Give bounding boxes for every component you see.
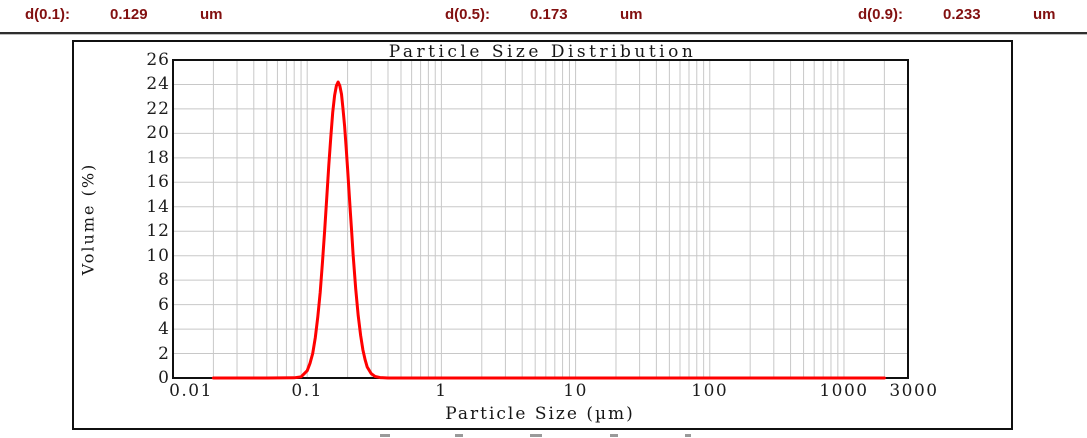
metric-d10: d(0.1): 0.129 um [25,6,265,28]
x-tick-label: 10 [563,381,588,401]
y-axis-title: Volume (%) [78,162,98,276]
x-tick-label: 1 [435,381,448,401]
metric-d90-label: d(0.9): [858,6,903,23]
y-tick-label: 18 [146,147,170,168]
chart-frame [72,40,1013,430]
metric-d10-label: d(0.1): [25,6,70,23]
x-tick-label: 0.01 [169,381,213,401]
y-tick-label: 4 [158,319,170,340]
metric-d50-unit: um [620,6,643,23]
y-tick-label: 20 [146,123,170,144]
metric-d50-label: d(0.5): [445,6,490,23]
y-tick-label: 10 [146,245,170,266]
y-tick-label: 0 [158,368,170,388]
chart-title: Particle Size Distribution [388,42,697,62]
metric-d90-value: 0.233 [943,6,981,23]
y-tick-label: 6 [158,294,170,315]
x-tick-label: 1000 [819,381,869,401]
y-tick-label: 24 [146,74,170,95]
metric-d50-value: 0.173 [530,6,568,23]
y-tick-label: 12 [146,221,170,242]
x-axis-title: Particle Size (µm) [445,404,635,424]
x-tick-label: 0.1 [291,381,323,401]
x-tick-label: 100 [691,381,729,401]
x-tick-label: 3000 [889,381,939,401]
metric-d90: d(0.9): 0.233 um [858,6,1087,28]
metric-d10-unit: um [200,6,223,23]
y-tick-label: 14 [146,196,170,217]
header-divider [0,32,1087,35]
plot-border [172,59,909,379]
y-tick-label: 16 [146,172,170,193]
y-tick-label: 22 [146,98,170,119]
y-tick-label: 8 [158,270,170,291]
y-tick-label: 26 [146,50,170,70]
metric-d50: d(0.5): 0.173 um [445,6,685,28]
y-tick-label: 2 [158,343,170,364]
metric-d10-value: 0.129 [110,6,148,23]
metric-d90-unit: um [1033,6,1056,23]
volume-curve [211,80,886,380]
